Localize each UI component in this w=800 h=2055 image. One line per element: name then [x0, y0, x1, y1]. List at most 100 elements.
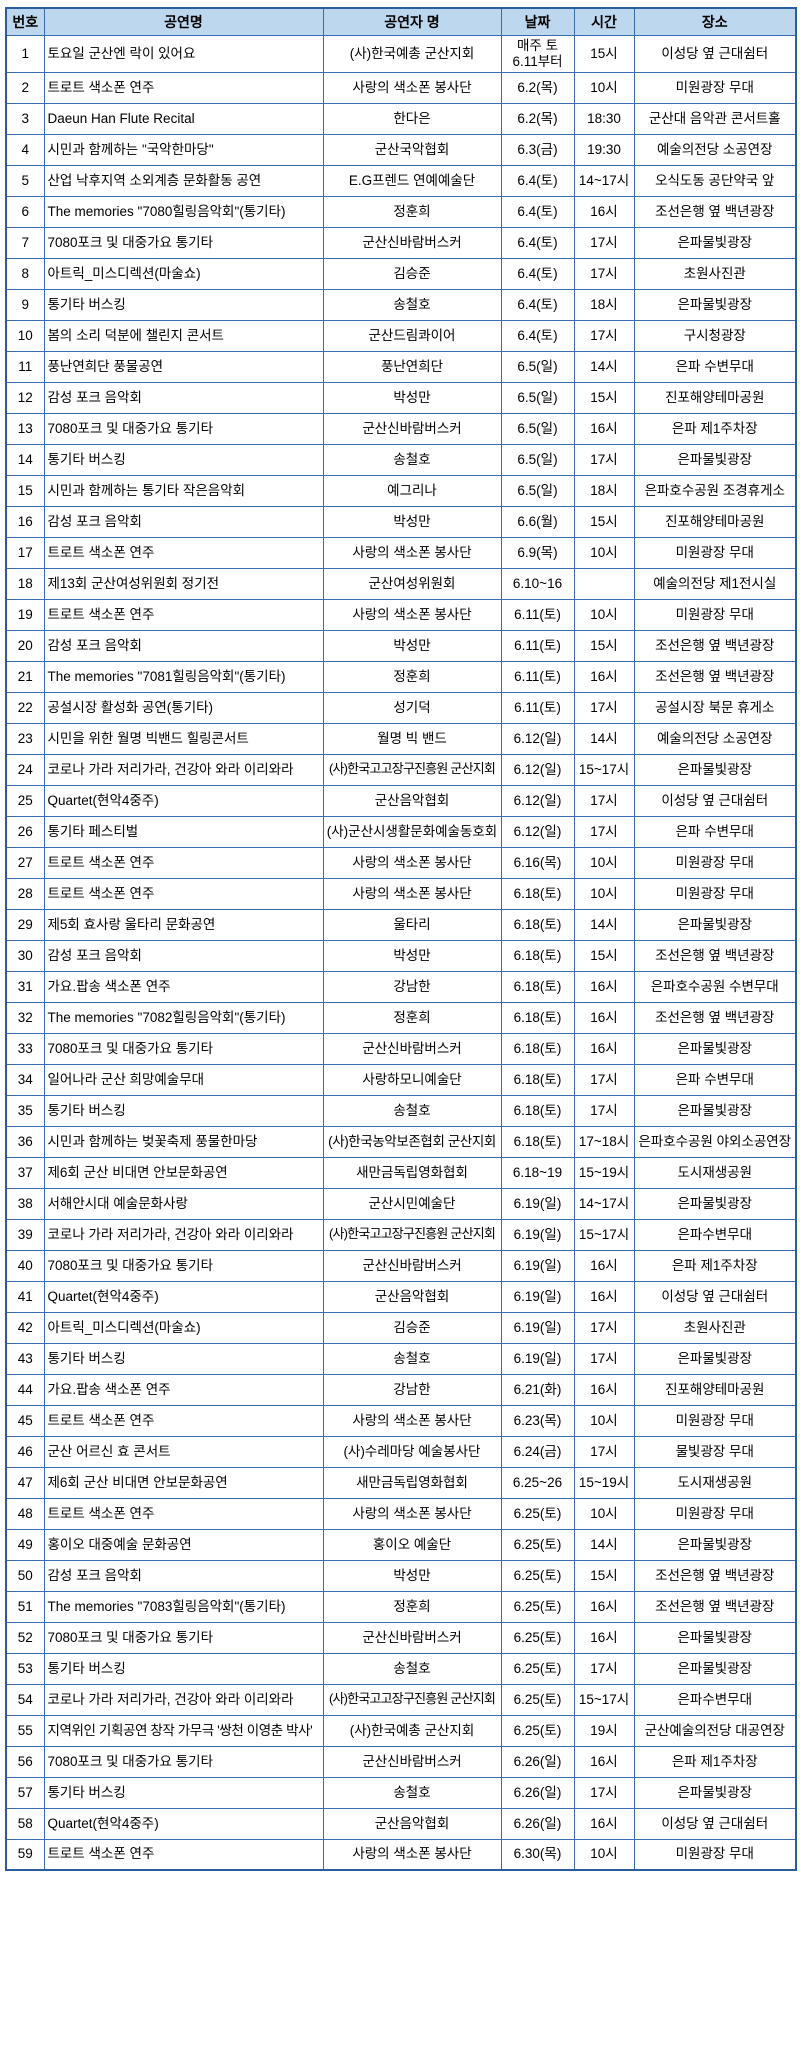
cell-venue: 은파물빛광장	[633, 1342, 797, 1375]
cell-date: 6.5(일)	[500, 443, 575, 476]
cell-date: 6.5(일)	[500, 381, 575, 414]
cell-performer-name: (사)한국고고장구진흥원 군산지회	[322, 1218, 502, 1251]
cell-number: 59	[5, 1838, 45, 1871]
table-row: 21 The memories "7081힐링음악회"(통기타) 정훈희 6.11(토…	[5, 660, 797, 693]
cell-date: 6.19(일)	[500, 1342, 575, 1375]
table-row: 25 Quartet(현악4중주) 군산음악협회 6.12(일) 17시 이성당 옆 근대…	[5, 784, 797, 817]
performance-schedule-table: 번호 공연명 공연자 명 날짜 시간 장소 1 토요일 군산엔 락이 있어요 (사)한국예총 …	[5, 7, 797, 1871]
cell-performer-name: (사)한국예총 군산지회	[322, 34, 502, 73]
cell-performance-name: 트로트 색소폰 연주	[43, 1497, 324, 1530]
cell-performer-name: 사랑의 색소폰 봉사단	[322, 1404, 502, 1437]
table-row: 30 감성 포크 음악회 박성만 6.18(토) 15시 조선은행 옆 백년광장	[5, 939, 797, 972]
table-row: 56 7080포크 및 대중가요 통기타 군산신바람버스커 6.26(일) 16시 은파 …	[5, 1745, 797, 1778]
cell-date: 6.2(목)	[500, 102, 575, 135]
cell-venue: 이성당 옆 근대쉼터	[633, 1280, 797, 1313]
cell-number: 13	[5, 412, 45, 445]
cell-performer-name: 군산여성위원회	[322, 567, 502, 600]
cell-time: 19:30	[573, 133, 635, 166]
cell-number: 23	[5, 722, 45, 755]
cell-number: 19	[5, 598, 45, 631]
cell-venue: 구시청광장	[633, 319, 797, 352]
table-row: 31 가요.팝송 색소폰 연주 강남한 6.18(토) 16시 은파호수공원 수변무대	[5, 970, 797, 1003]
cell-number: 8	[5, 257, 45, 290]
cell-number: 43	[5, 1342, 45, 1375]
cell-time: 10시	[573, 1404, 635, 1437]
cell-date: 6.5(일)	[500, 350, 575, 383]
cell-performance-name: 토요일 군산엔 락이 있어요	[43, 34, 324, 73]
table-row: 1 토요일 군산엔 락이 있어요 (사)한국예총 군산지회 매주 토 6.11부터 15…	[5, 34, 797, 73]
cell-date: 6.18(토)	[500, 939, 575, 972]
cell-date: 6.4(토)	[500, 319, 575, 352]
cell-venue: 진포해양테마공원	[633, 1373, 797, 1406]
cell-performer-name: (사)한국고고장구진흥원 군산지회	[322, 1683, 502, 1716]
cell-performer-name: 김승준	[322, 257, 502, 290]
cell-venue: 은파 수변무대	[633, 815, 797, 848]
cell-time: 14시	[573, 908, 635, 941]
cell-performer-name: (사)한국농악보존협회 군산지회	[322, 1125, 502, 1158]
cell-time: 18시	[573, 288, 635, 321]
cell-number: 4	[5, 133, 45, 166]
cell-venue: 은파물빛광장	[633, 443, 797, 476]
cell-performance-name: Quartet(현악4중주)	[43, 784, 324, 817]
cell-venue: 은파물빛광장	[633, 1652, 797, 1685]
cell-performer-name: (사)한국예총 군산지회	[322, 1714, 502, 1747]
cell-performer-name: 예그리나	[322, 474, 502, 507]
cell-performer-name: 군산신바람버스커	[322, 226, 502, 259]
table-row: 37 제6회 군산 비대면 안보문화공연 새만금독립영화협회 6.18~19 15~19…	[5, 1156, 797, 1189]
cell-time: 17시	[573, 784, 635, 817]
cell-time: 17시	[573, 1652, 635, 1685]
cell-date: 6.19(일)	[500, 1187, 575, 1220]
cell-time: 16시	[573, 412, 635, 445]
cell-venue: 은파물빛광장	[633, 1528, 797, 1561]
table-row: 12 감성 포크 음악회 박성만 6.5(일) 15시 진포해양테마공원	[5, 381, 797, 414]
cell-date: 6.25(토)	[500, 1683, 575, 1716]
table-row: 6 The memories "7080힐링음악회"(통기타) 정훈희 6.4(토) 1…	[5, 195, 797, 228]
cell-performance-name: 아트릭_미스디렉션(마술쇼)	[43, 257, 324, 290]
cell-date: 6.9(목)	[500, 536, 575, 569]
cell-performance-name: 통기타 페스티벌	[43, 815, 324, 848]
cell-performer-name: 박성만	[322, 1559, 502, 1592]
cell-time: 16시	[573, 1032, 635, 1065]
table-row: 13 7080포크 및 대중가요 통기타 군산신바람버스커 6.5(일) 16시 은파 제…	[5, 412, 797, 445]
table-row: 53 통기타 버스킹 송철호 6.25(토) 17시 은파물빛광장	[5, 1652, 797, 1685]
cell-venue: 도시재생공원	[633, 1156, 797, 1189]
cell-performer-name: 송철호	[322, 288, 502, 321]
cell-performer-name: 풍난연희단	[322, 350, 502, 383]
cell-time: 16시	[573, 660, 635, 693]
cell-date: 6.24(금)	[500, 1435, 575, 1468]
table-row: 33 7080포크 및 대중가요 통기타 군산신바람버스커 6.18(토) 16시 은파물…	[5, 1032, 797, 1065]
cell-venue: 은파물빛광장	[633, 288, 797, 321]
table-row: 52 7080포크 및 대중가요 통기타 군산신바람버스커 6.25(토) 16시 은파물…	[5, 1621, 797, 1654]
table-row: 58 Quartet(현악4중주) 군산음악협회 6.26(일) 16시 이성당 옆 근대…	[5, 1807, 797, 1840]
cell-date: 6.26(일)	[500, 1745, 575, 1778]
cell-venue: 은파 제1주차장	[633, 412, 797, 445]
cell-performer-name: 군산신바람버스커	[322, 1621, 502, 1654]
cell-performance-name: 트로트 색소폰 연주	[43, 846, 324, 879]
table-row: 14 통기타 버스킹 송철호 6.5(일) 17시 은파물빛광장	[5, 443, 797, 476]
cell-performance-name: 일어나라 군산 희망예술무대	[43, 1063, 324, 1096]
cell-performance-name: Quartet(현악4중주)	[43, 1280, 324, 1313]
cell-date: 6.19(일)	[500, 1280, 575, 1313]
cell-date: 6.18(토)	[500, 1125, 575, 1158]
cell-number: 20	[5, 629, 45, 662]
cell-number: 16	[5, 505, 45, 538]
table-row: 9 통기타 버스킹 송철호 6.4(토) 18시 은파물빛광장	[5, 288, 797, 321]
cell-date: 6.4(토)	[500, 226, 575, 259]
cell-performer-name: 군산신바람버스커	[322, 1032, 502, 1065]
cell-number: 28	[5, 877, 45, 910]
cell-performance-name: 봄의 소리 덕분에 챌린지 콘서트	[43, 319, 324, 352]
cell-performer-name: 군산음악협회	[322, 1807, 502, 1840]
cell-number: 41	[5, 1280, 45, 1313]
cell-date: 6.25(토)	[500, 1652, 575, 1685]
cell-performance-name: 시민을 위한 월명 빅밴드 힐링콘서트	[43, 722, 324, 755]
table-row: 16 감성 포크 음악회 박성만 6.6(월) 15시 진포해양테마공원	[5, 505, 797, 538]
cell-time: 15~17시	[573, 1683, 635, 1716]
cell-date: 6.3(금)	[500, 133, 575, 166]
cell-date: 6.12(일)	[500, 753, 575, 786]
table-row: 46 군산 어르신 효 콘서트 (사)수레마당 예술봉사단 6.24(금) 17시 물빛광…	[5, 1435, 797, 1468]
cell-performer-name: 군산음악협회	[322, 784, 502, 817]
table-row: 51 The memories "7083힐링음악회"(통기타) 정훈희 6.25(토…	[5, 1590, 797, 1623]
cell-performer-name: 군산음악협회	[322, 1280, 502, 1313]
cell-time: 17시	[573, 1342, 635, 1375]
